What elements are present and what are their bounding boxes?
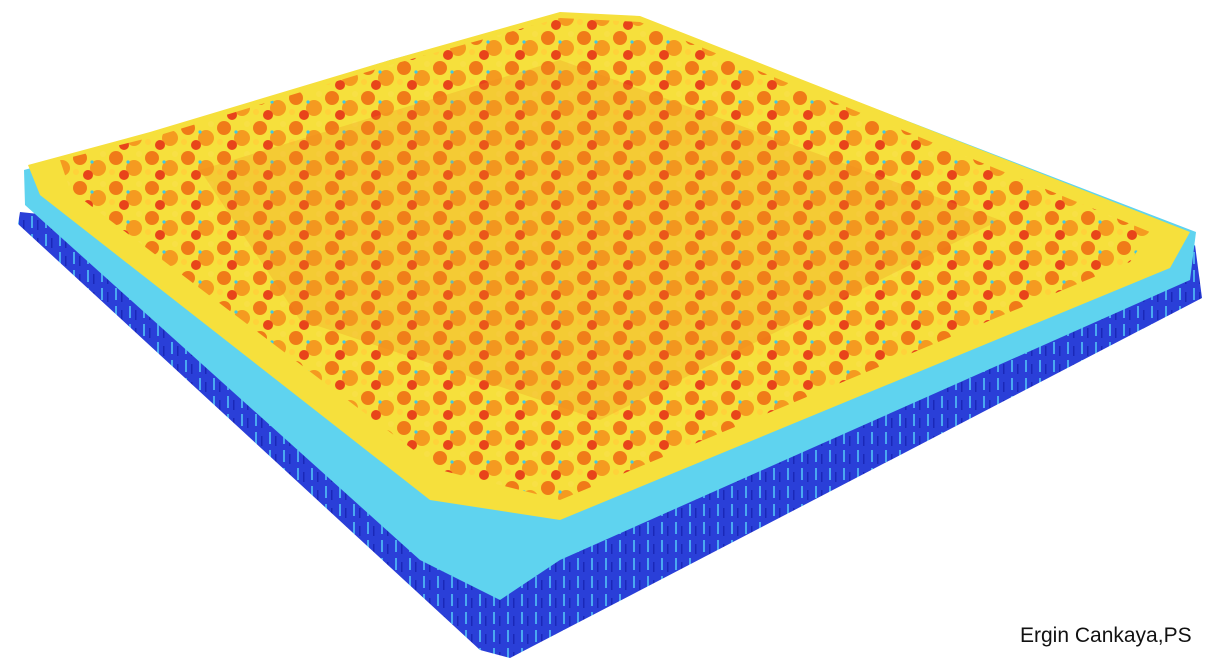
caption: Ergin Cankaya,PS bbox=[1020, 624, 1192, 648]
page: Ergin Cankaya,PS (() => { const data = J… bbox=[0, 0, 1230, 659]
frame: Ergin Cankaya,PS bbox=[0, 0, 1230, 659]
point-cloud-image bbox=[0, 0, 1230, 659]
